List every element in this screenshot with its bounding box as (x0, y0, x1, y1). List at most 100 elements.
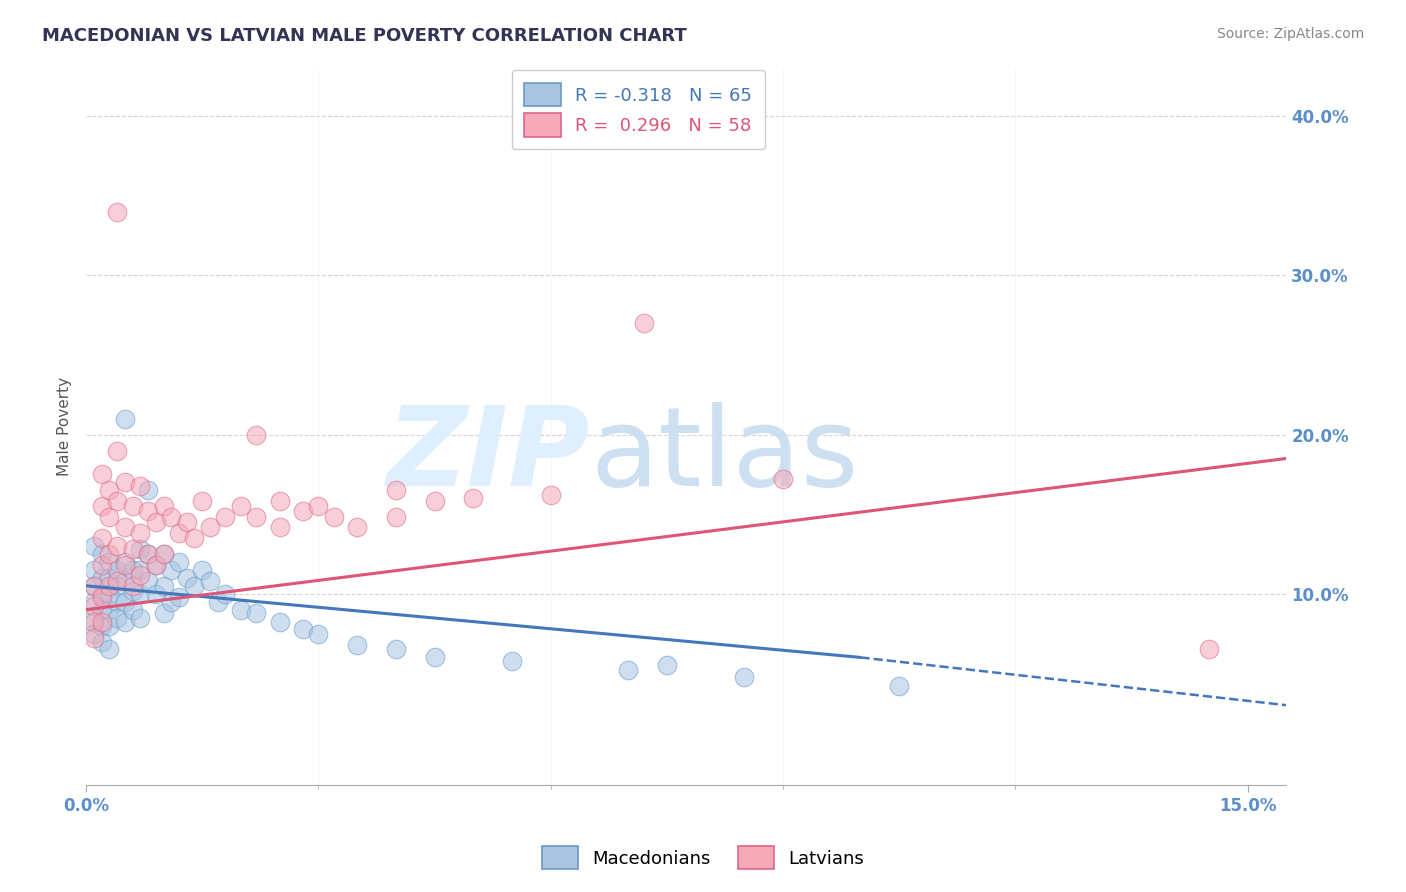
Point (98, 483, 121, 498)
Point (167, 555, 190, 569)
Point (463, 491, 485, 506)
Point (167, 526, 190, 541)
Point (90, 590, 112, 604)
Point (121, 583, 143, 598)
Point (245, 427, 267, 442)
Point (83, 539, 105, 553)
Point (145, 558, 167, 573)
Point (129, 567, 152, 582)
Point (98, 642, 121, 657)
Point (733, 669, 755, 683)
Point (145, 558, 167, 573)
Point (98, 602, 121, 616)
Point (160, 510, 183, 524)
Point (114, 520, 136, 534)
Point (90, 618, 112, 632)
Point (176, 571, 198, 585)
Point (183, 579, 205, 593)
Point (346, 520, 368, 534)
Point (90, 615, 112, 630)
Point (83, 579, 105, 593)
Text: MACEDONIAN VS LATVIAN MALE POVERTY CORRELATION CHART: MACEDONIAN VS LATVIAN MALE POVERTY CORRE… (42, 27, 688, 45)
Point (98, 510, 121, 524)
Text: ZIP: ZIP (387, 401, 591, 508)
Point (129, 478, 152, 492)
Point (269, 494, 291, 508)
Point (152, 606, 174, 620)
Point (136, 483, 159, 498)
Point (152, 547, 174, 561)
Point (307, 626, 329, 640)
Point (83, 610, 105, 624)
Point (152, 500, 174, 514)
Legend: Macedonians, Latvians: Macedonians, Latvians (533, 838, 873, 879)
Point (129, 542, 152, 557)
Point (121, 542, 143, 557)
Point (617, 663, 640, 677)
Text: Source: ZipAtlas.com: Source: ZipAtlas.com (1216, 27, 1364, 41)
Point (423, 650, 446, 665)
Point (772, 472, 794, 486)
Y-axis label: Male Poverty: Male Poverty (58, 377, 72, 476)
Legend: R = -0.318   N = 65, R =  0.296   N = 58: R = -0.318 N = 65, R = 0.296 N = 58 (512, 70, 765, 149)
Point (129, 563, 152, 577)
Point (121, 563, 143, 577)
Point (245, 510, 267, 524)
Point (322, 510, 344, 524)
Point (136, 504, 159, 518)
Point (90, 558, 112, 573)
Point (269, 615, 291, 630)
Point (889, 679, 911, 693)
Point (191, 563, 214, 577)
Point (152, 547, 174, 561)
Point (105, 610, 128, 624)
Point (114, 558, 136, 573)
Point (121, 579, 143, 593)
Point (105, 574, 128, 588)
Point (83, 563, 105, 577)
Point (90, 467, 112, 482)
Point (90, 500, 112, 514)
Point (655, 658, 678, 673)
Point (105, 579, 128, 593)
Point (105, 539, 128, 553)
Point (114, 595, 136, 609)
Point (105, 595, 128, 609)
Point (291, 622, 314, 636)
Point (98, 555, 121, 569)
Point (160, 595, 183, 609)
Point (83, 626, 105, 640)
Point (105, 563, 128, 577)
Point (83, 599, 105, 614)
Point (98, 618, 121, 632)
Point (346, 638, 368, 652)
Point (83, 595, 105, 609)
Point (114, 475, 136, 490)
Point (90, 531, 112, 545)
Point (98, 587, 121, 601)
Point (90, 587, 112, 601)
Point (176, 515, 198, 529)
Point (114, 615, 136, 630)
Point (90, 602, 112, 616)
Point (229, 500, 252, 514)
Point (214, 510, 236, 524)
Point (385, 483, 408, 498)
Point (98, 579, 121, 593)
Point (307, 500, 329, 514)
Point (245, 606, 267, 620)
Point (114, 411, 136, 425)
Point (198, 574, 221, 588)
Point (114, 574, 136, 588)
Point (136, 574, 159, 588)
Point (145, 515, 167, 529)
Point (501, 654, 523, 668)
Point (191, 494, 214, 508)
Point (105, 494, 128, 508)
Point (633, 316, 655, 330)
Point (214, 587, 236, 601)
Point (105, 443, 128, 458)
Point (121, 602, 143, 616)
Point (129, 610, 152, 624)
Point (1198, 642, 1220, 657)
